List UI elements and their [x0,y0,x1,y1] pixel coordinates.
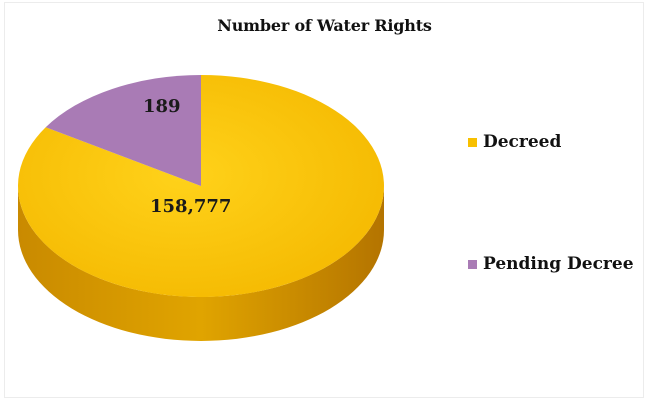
data-label-pending-decree: 189 [143,96,181,117]
legend-label-decreed: Decreed [483,132,562,152]
legend-item-pending-decree: Pending Decree [468,254,634,274]
legend-label-pending-decree: Pending Decree [483,254,634,274]
legend-swatch-pending-decree [468,259,477,269]
chart-title: Number of Water Rights [217,16,432,35]
pie-side [18,186,384,341]
data-label-decreed: 158,777 [150,196,232,217]
slice-pending-decree [45,75,201,186]
slice-decreed [18,75,385,297]
legend-item-decreed: Decreed [468,132,561,152]
legend-swatch-decreed [468,137,477,147]
